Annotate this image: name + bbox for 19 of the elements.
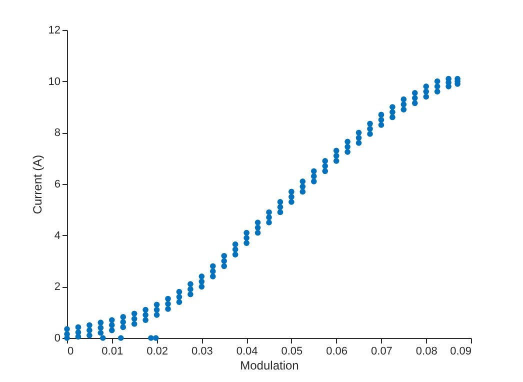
x-tick-label: 0.04 <box>236 346 258 358</box>
y-tick-label: 4 <box>54 230 60 242</box>
x-axis-title: Modulation <box>240 358 299 372</box>
y-tick-label: 0 <box>54 332 60 344</box>
x-tick-label: 0.07 <box>371 346 392 358</box>
y-tick-label: 2 <box>54 281 60 294</box>
y-tick-label: 12 <box>48 24 60 36</box>
x-tick-label: 0.02 <box>146 346 168 358</box>
x-tick-label: 0.05 <box>281 346 303 358</box>
y-axis-title: Current (A) <box>30 154 44 214</box>
x-tick-label: 0 <box>68 346 74 358</box>
x-tick-label: 0.06 <box>326 346 348 358</box>
y-tick-label: 6 <box>54 178 60 190</box>
y-tick-label: 10 <box>48 76 60 88</box>
x-tick-label: 0.09 <box>450 346 472 358</box>
y-tick-label: 8 <box>54 127 60 140</box>
x-tick-label: 0.01 <box>102 346 124 358</box>
x-tick-label: 0.03 <box>191 346 213 358</box>
x-tick-label: 0.08 <box>416 346 438 358</box>
